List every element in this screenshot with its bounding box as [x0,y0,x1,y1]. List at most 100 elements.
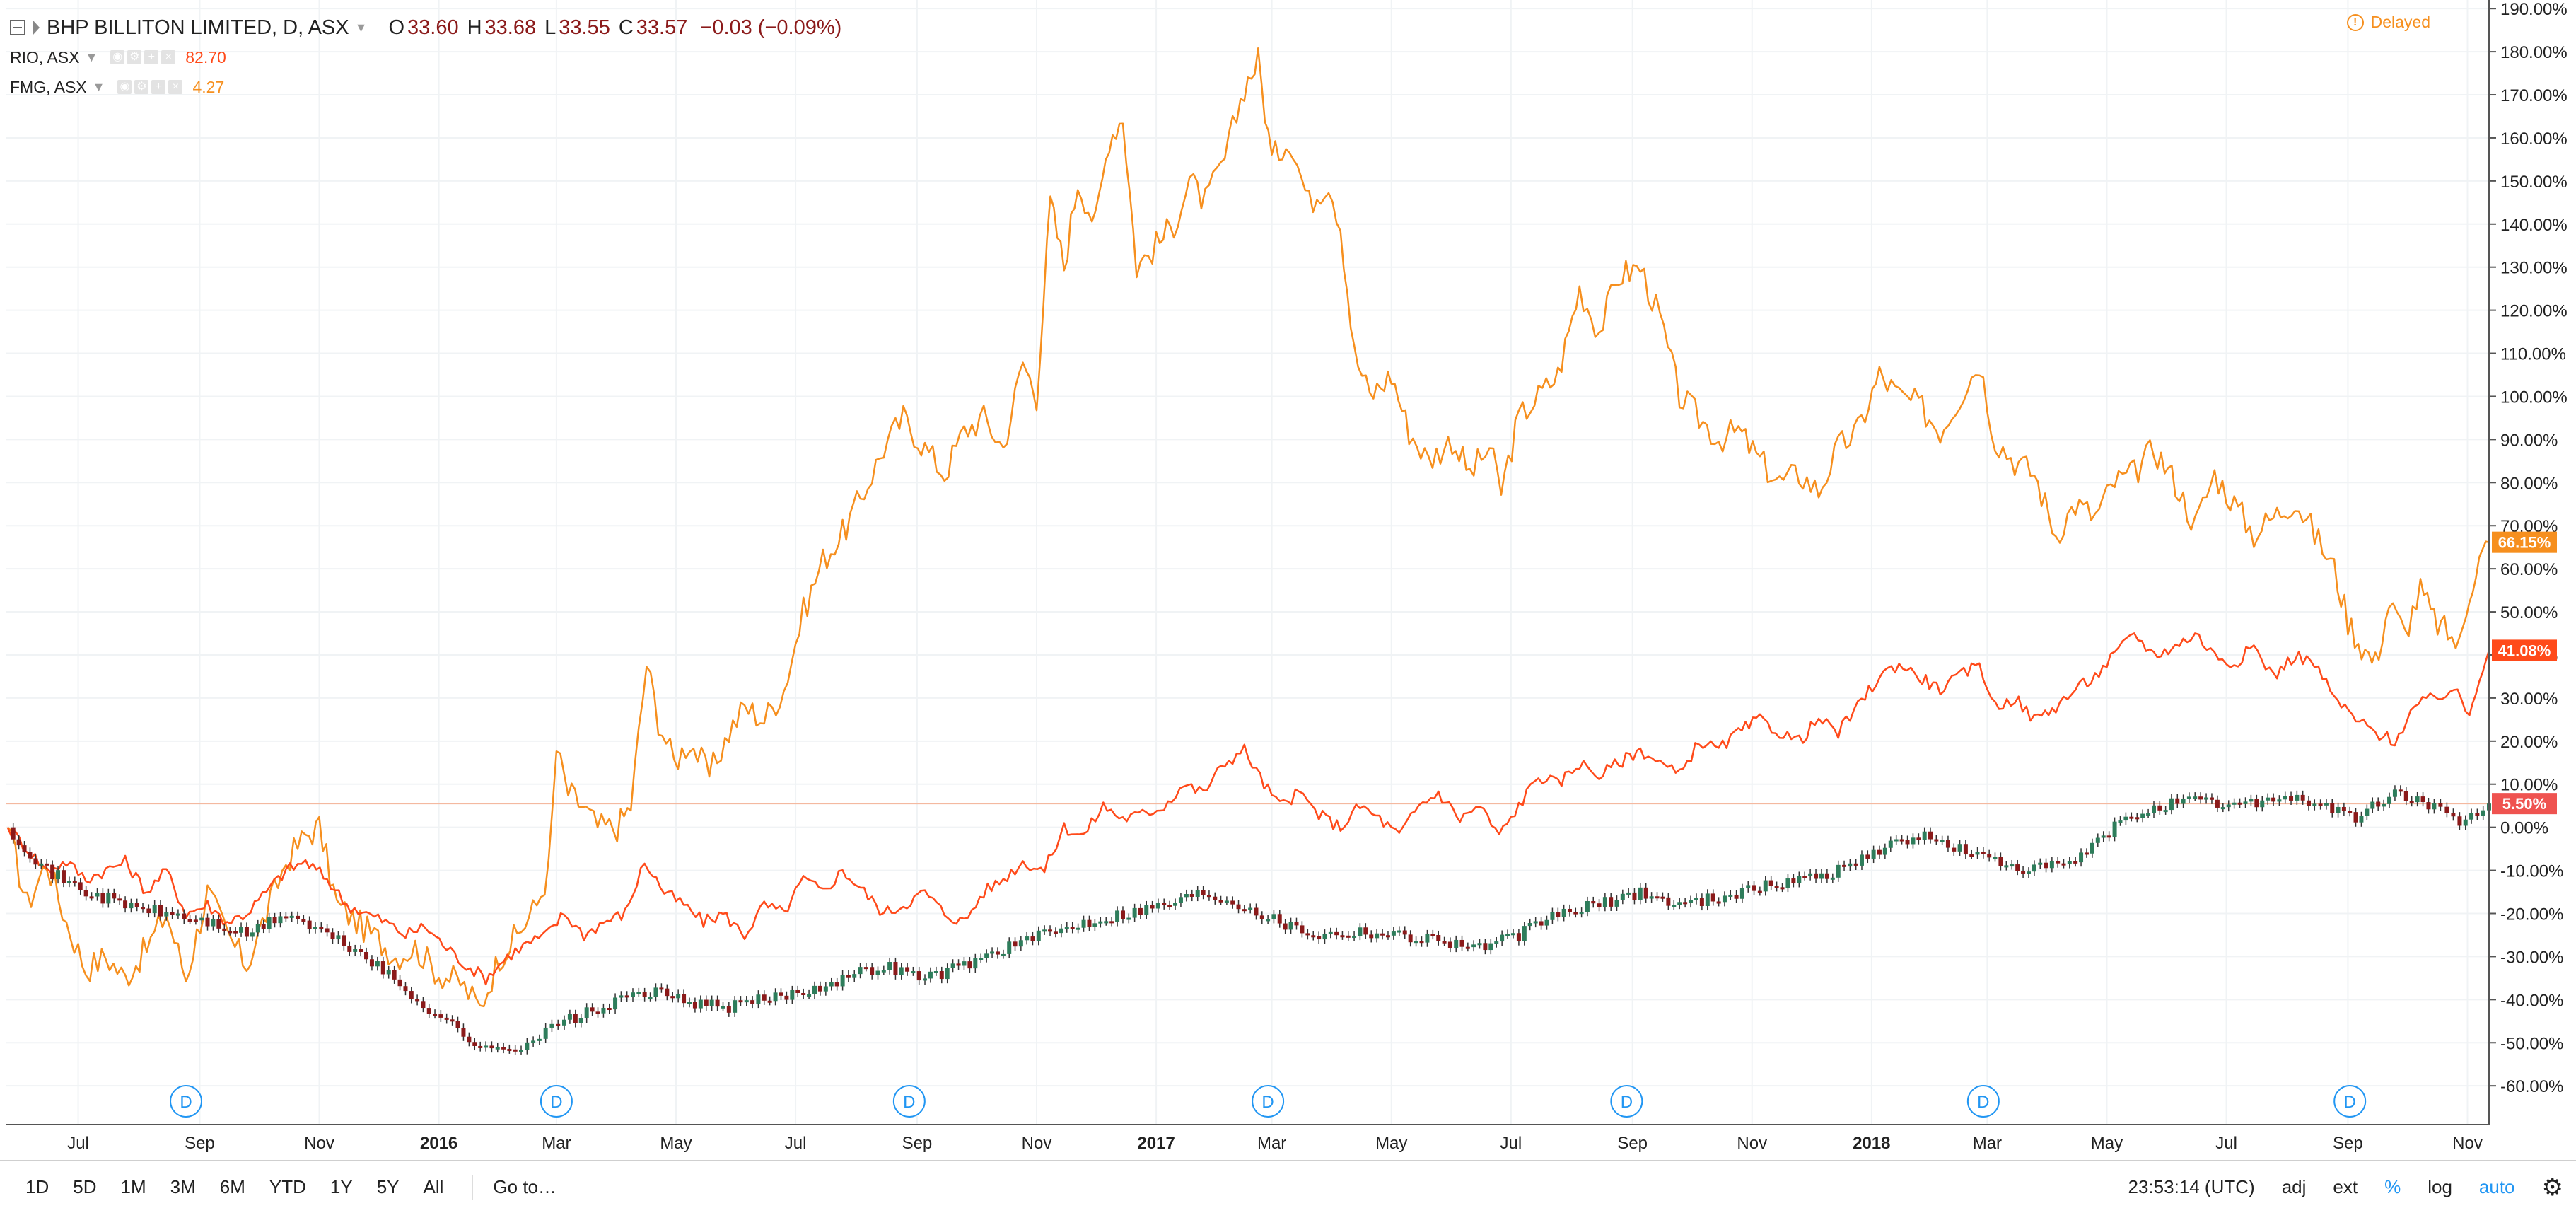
candle-body [2300,794,2305,801]
eye-icon[interactable]: ◉ [117,80,132,94]
change-value: −0.03 (−0.09%) [700,16,842,39]
delayed-status[interactable]: ! Delayed [2346,13,2430,32]
x-tick-label: Sep [902,1134,933,1153]
candle-body [893,962,898,975]
range-1y-button[interactable]: 1Y [330,1176,353,1197]
range-ytd-button[interactable]: YTD [269,1176,306,1197]
grid [6,0,2489,1125]
candle-body [1436,935,1441,941]
close-icon[interactable]: × [168,80,183,94]
dividend-marker[interactable] [2333,1085,2367,1118]
dividend-marker[interactable] [1252,1085,1285,1118]
candle-body [744,1000,749,1003]
range-1m-button[interactable]: 1M [120,1176,146,1197]
compare-symbol-fmg[interactable]: FMG, ASX [10,77,87,96]
adj-toggle[interactable]: adj [2281,1176,2307,1197]
compare-row-fmg[interactable]: FMG, ASX ▼ ◉ ⚙ + × 4.27 [10,72,841,102]
candle-body [56,870,61,880]
range-3m-button[interactable]: 3M [170,1176,196,1197]
candle-body [2061,863,2066,866]
candle-body [1352,936,1357,939]
close-icon[interactable]: × [161,50,176,64]
candle-body [438,1014,443,1018]
settings-icon[interactable]: ⚙ [127,50,142,64]
dividend-marker[interactable] [1966,1085,2000,1118]
x-tick-label: Mar [1257,1134,1286,1153]
goto-button[interactable]: Go to… [493,1176,556,1197]
eye-icon[interactable]: ◉ [110,50,125,64]
compare-symbol-rio[interactable]: RIO, ASX [10,47,80,66]
candle-body [665,988,670,997]
candle-body [1150,905,1155,909]
series-controls[interactable]: ◉ ⚙ + × [110,50,176,64]
candle-body [100,893,105,904]
collapse-icon[interactable] [10,20,25,35]
main-symbol-title[interactable]: BHP BILLITON LIMITED, D, ASX [47,16,349,39]
chevron-down-icon[interactable]: ▼ [85,50,98,64]
ext-toggle[interactable]: ext [2333,1176,2358,1197]
candle-body [852,974,857,978]
candle-body [313,927,317,929]
candle-body [1283,923,1288,930]
chart-canvas[interactable]: Jul Sep Nov 2016 Mar May Jul Sep Nov 2017 Mar May Ju… [0,0,2576,1160]
candle-body [756,994,761,1004]
candle-body [648,997,653,999]
candle-body [1259,915,1264,919]
add-icon[interactable]: + [144,50,159,64]
flag-icon[interactable] [33,20,40,35]
series-controls[interactable]: ◉ ⚙ + × [117,80,183,94]
x-tick-label: Jul [1500,1134,1522,1153]
y-tick-label: 60.00% [2500,560,2558,579]
candle-body [1070,927,1075,929]
low-value: 33.55 [559,16,610,39]
gear-icon[interactable]: ⚙ [2541,1173,2563,1201]
range-5d-button[interactable]: 5D [73,1176,97,1197]
candle-body [2463,819,2468,826]
y-tick-label: 80.00% [2500,474,2558,493]
candle-body [2135,817,2140,820]
dividend-marker[interactable] [540,1085,573,1118]
candle-body [1830,877,1835,880]
compare-row-rio[interactable]: RIO, ASX ▼ ◉ ⚙ + × 82.70 [10,42,841,72]
candle-body [2457,816,2462,826]
candle-body [2123,816,2128,821]
candle-body [2481,810,2485,816]
y-axis[interactable]: 190.00% 180.00% 170.00% 160.00% 150.00% 140.0… [2488,0,2568,1125]
candle-body [1266,919,1271,922]
candle-body [289,915,294,918]
dividend-marker[interactable] [1610,1085,1643,1118]
dividend-marker[interactable] [892,1085,926,1118]
y-tick-label: -30.00% [2500,948,2563,967]
candle-body [1288,922,1293,930]
candle-body [933,970,938,973]
range-6m-button[interactable]: 6M [219,1176,245,1197]
dividend-marker[interactable] [170,1085,203,1118]
candle-body [584,1007,589,1018]
clock-display[interactable]: 23:53:14 (UTC) [2128,1176,2255,1197]
candle-body [1916,837,1921,840]
candle-body [364,951,369,960]
percent-toggle[interactable]: % [2384,1176,2401,1197]
range-all-button[interactable]: All [423,1176,444,1197]
x-tick-label: Nov [2452,1134,2483,1153]
candle-body [1550,912,1555,920]
y-tick-label: 100.00% [2500,388,2568,407]
add-icon[interactable]: + [151,80,166,94]
log-toggle[interactable]: log [2428,1176,2452,1197]
candle-body [1853,863,1858,866]
settings-icon[interactable]: ⚙ [134,80,149,94]
candle-body [158,905,163,917]
candle-body [1516,933,1521,941]
candle-body [1488,943,1493,951]
chevron-down-icon[interactable]: ▼ [92,79,105,94]
candle-body [1162,903,1167,905]
candle-body [2432,803,2437,810]
chevron-down-icon[interactable]: ▼ [354,20,368,35]
candle-body [1300,925,1305,934]
range-1d-button[interactable]: 1D [25,1176,49,1197]
range-5y-button[interactable]: 5Y [376,1176,400,1197]
candle-body [519,1050,524,1052]
auto-toggle[interactable]: auto [2478,1176,2515,1197]
x-axis[interactable]: Jul Sep Nov 2016 Mar May Jul Sep Nov 2017 Mar May Ju… [6,1124,2489,1153]
